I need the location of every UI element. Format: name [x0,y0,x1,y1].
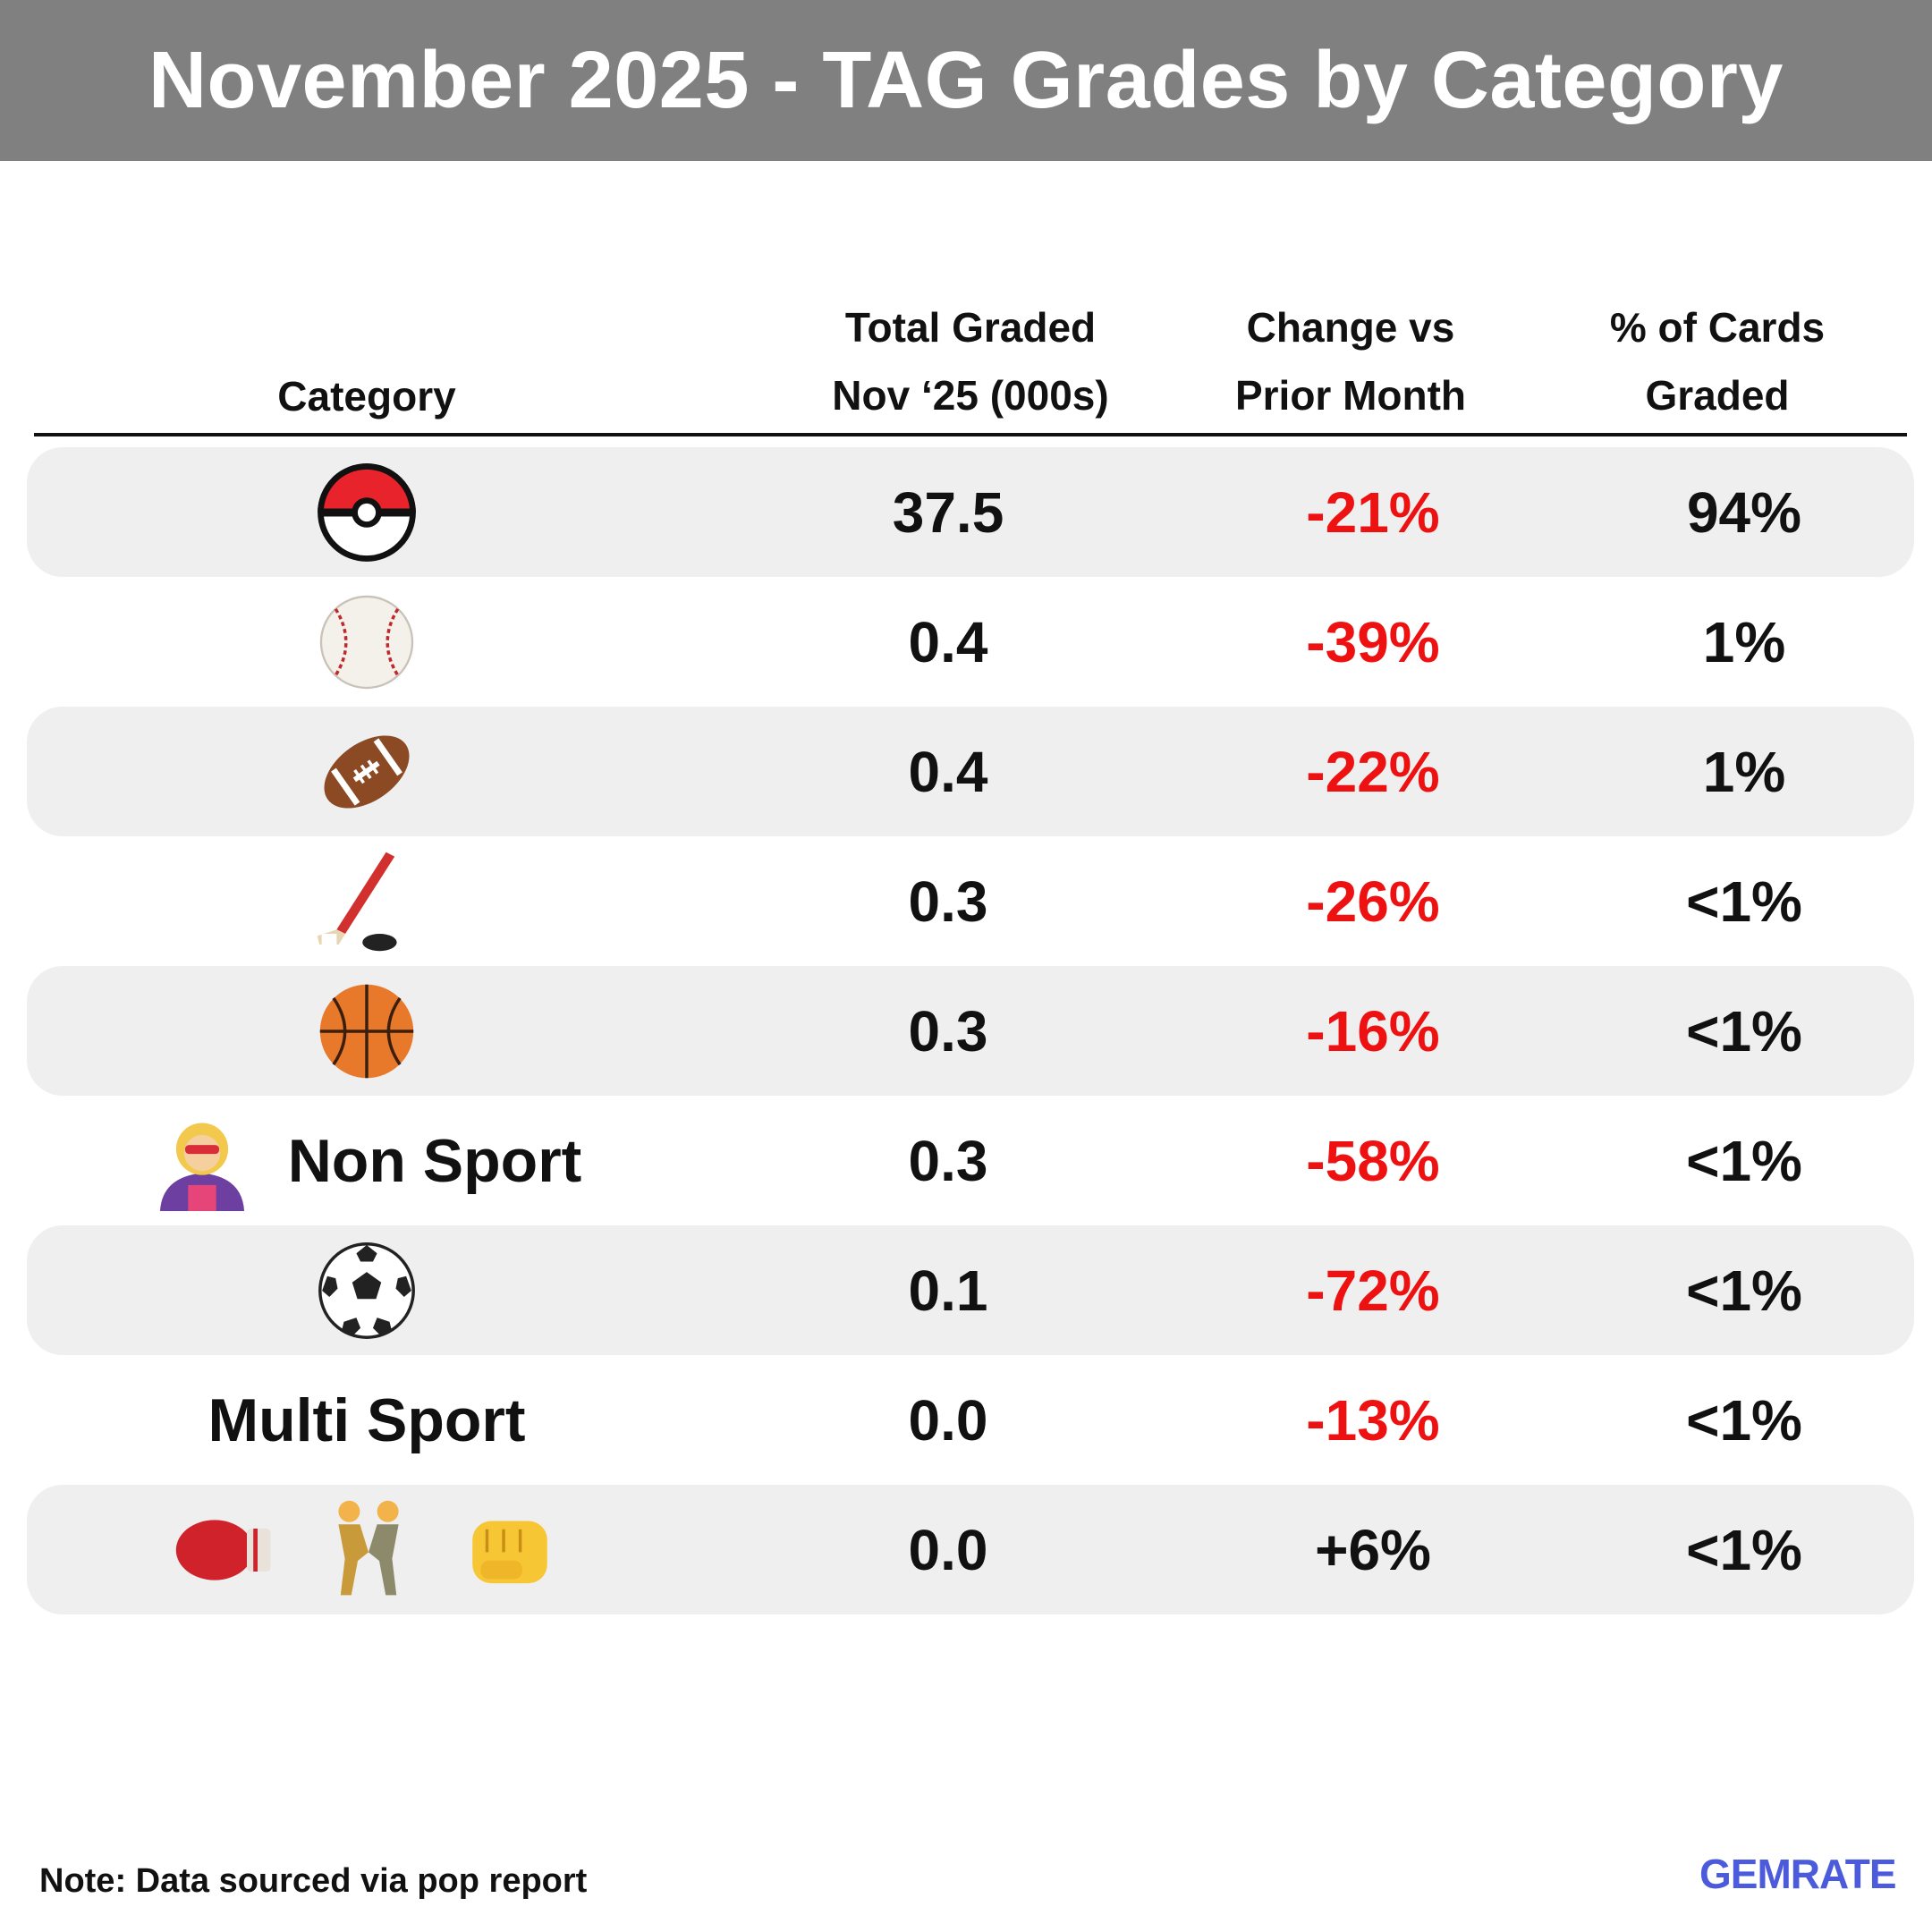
change-value: -16% [1306,998,1440,1063]
category-cell [27,1485,707,1614]
column-header-pct-line2: Graded [1645,372,1790,419]
total-graded-value: 0.0 [908,1517,988,1582]
total-graded-value: 0.3 [908,1128,988,1193]
table-row: 0.1 -72% <1% [27,1225,1914,1355]
category-cell [27,966,707,1096]
pct-graded-value: <1% [1686,1258,1802,1323]
change-value: -13% [1306,1387,1440,1453]
superhero-icon [152,1111,252,1211]
change-value: -26% [1306,869,1440,934]
pct-graded-value: 1% [1702,609,1786,674]
change-value: +6% [1315,1517,1431,1582]
total-graded-value: 0.0 [908,1387,988,1453]
gemrate-logo: GEMRATE [1699,1843,1905,1905]
wrestlers-icon [315,1496,422,1604]
column-header-pct-line1: % of Cards [1609,304,1826,351]
table-row: 0.3 -26% <1% [27,836,1914,966]
category-cell [27,707,707,836]
category-label: Non Sport [287,1126,582,1195]
column-header-category-label: Category [277,373,456,419]
total-graded-value: 0.3 [908,998,988,1063]
category-cell [27,1225,707,1355]
category-cell: Multi Sport [27,1355,707,1485]
total-graded-value: 0.4 [908,609,988,674]
pct-graded-value: <1% [1686,869,1802,934]
total-graded-value: 0.1 [908,1258,988,1323]
category-cell [27,577,707,707]
table-row: 0.3 -16% <1% [27,966,1914,1096]
table-row: 37.5 -21% 94% [27,447,1914,577]
pct-graded-value: <1% [1686,1128,1802,1193]
table-row: 0.4 -39% 1% [27,577,1914,707]
boxing-glove-icon [172,1505,279,1595]
change-value: -21% [1306,479,1440,545]
total-graded-value: 37.5 [892,479,1004,545]
pct-graded-value: <1% [1686,1517,1802,1582]
baseball-icon [315,590,419,694]
gemrate-logo-text: GEMRATE [1699,1851,1897,1897]
hockey-icon [313,848,420,955]
pct-graded-value: <1% [1686,998,1802,1063]
pct-graded-value: 94% [1686,479,1802,545]
category-cell [27,836,707,966]
change-value: -39% [1306,609,1440,674]
total-graded-value: 0.4 [908,739,988,804]
pct-graded-value: <1% [1686,1387,1802,1453]
soccer-ball-icon [315,1239,419,1343]
column-header-category: Category [98,362,635,430]
table-row: 0.4 -22% 1% [27,707,1914,836]
footnote: Note: Data sourced via pop report [39,1862,588,1900]
change-value: -72% [1306,1258,1440,1323]
column-header-change-line2: Prior Month [1234,372,1467,419]
column-header-change-line1: Change vs [1246,304,1455,351]
column-header-total-line2: Nov ‘25 (000s) [832,372,1109,419]
category-cell [27,447,707,577]
page-title: November 2025 - TAG Grades by Category [0,0,1932,161]
category-cell: Non Sport [27,1096,707,1225]
football-icon [313,720,420,824]
column-header-change: Change vs Prior Month [1154,293,1547,429]
change-value: -58% [1306,1128,1440,1193]
header-divider [34,433,1907,436]
fist-icon [458,1498,562,1602]
basketball-icon [315,979,419,1083]
table-row: Non Sport 0.3 -58% <1% [27,1096,1914,1225]
total-graded-value: 0.3 [908,869,988,934]
change-value: -22% [1306,739,1440,804]
column-header-pct: % of Cards Graded [1521,293,1914,429]
table-row: 0.0 +6% <1% [27,1485,1914,1614]
pct-graded-value: 1% [1702,739,1786,804]
column-header-total: Total Graded Nov ‘25 (000s) [769,293,1172,429]
table-row: Multi Sport 0.0 -13% <1% [27,1355,1914,1485]
column-header-total-line1: Total Graded [844,304,1097,351]
pokeball-icon [317,462,417,563]
category-label: Multi Sport [208,1385,526,1454]
